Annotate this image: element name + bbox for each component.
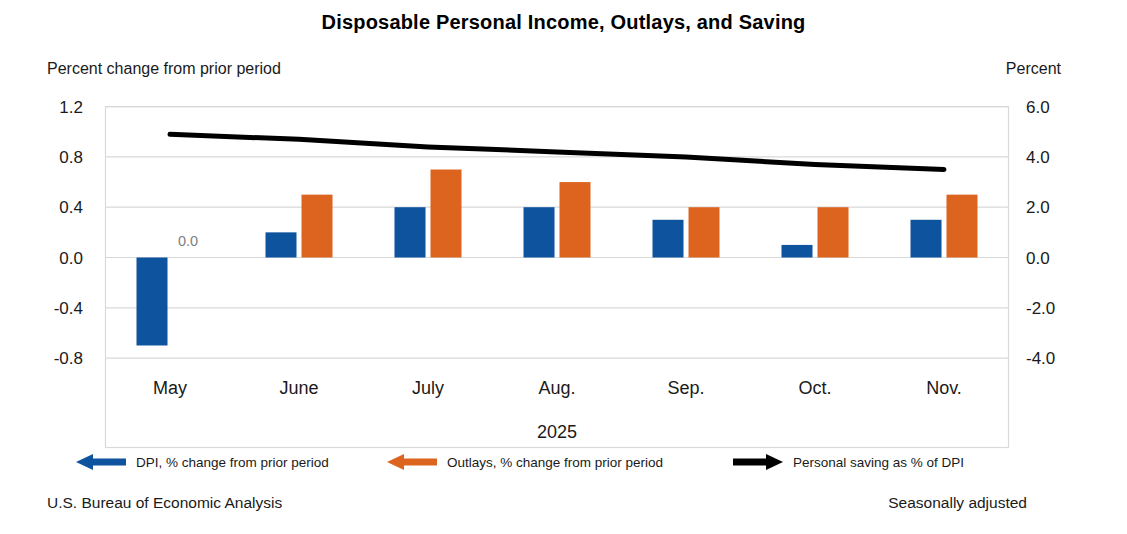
bar-outlays — [302, 195, 333, 258]
chart-legend: DPI, % change from prior period Outlays,… — [0, 454, 1127, 476]
month-label: Oct. — [798, 378, 831, 398]
bar-dpi — [782, 245, 813, 258]
left-tick-label: -0.8 — [54, 349, 83, 368]
bar-dpi — [524, 207, 555, 257]
right-tick-label: 2.0 — [1026, 198, 1050, 217]
month-label: Sep. — [667, 378, 704, 398]
month-label: Nov. — [926, 378, 962, 398]
month-label: July — [412, 378, 444, 398]
bar-dpi — [653, 220, 684, 258]
right-tick-label: -2.0 — [1026, 299, 1055, 318]
bar-dpi — [266, 232, 297, 257]
legend-label-dpi: DPI, % change from prior period — [136, 455, 329, 470]
bar-outlays — [947, 195, 978, 258]
bar-dpi — [395, 207, 426, 257]
left-tick-label: 1.2 — [59, 98, 83, 117]
left-arrow-shape — [387, 454, 437, 470]
month-label: June — [279, 378, 318, 398]
source-note: U.S. Bureau of Economic Analysis — [47, 494, 282, 512]
bar-dpi — [137, 258, 168, 346]
adjustment-note: Seasonally adjusted — [888, 494, 1027, 512]
right-arrow-shape — [733, 454, 783, 470]
legend-item-dpi: DPI, % change from prior period — [76, 454, 329, 470]
bar-outlays — [431, 170, 462, 258]
left-arrow-shape — [76, 454, 126, 470]
left-tick-label: 0.4 — [59, 198, 83, 217]
left-arrow-icon — [76, 454, 126, 470]
legend-label-outlays: Outlays, % change from prior period — [447, 455, 663, 470]
month-label: May — [153, 378, 187, 398]
saving-line — [170, 134, 944, 169]
legend-item-saving: Personal saving as % of DPI — [733, 454, 964, 470]
left-tick-label: -0.4 — [54, 299, 83, 318]
bar-dpi — [911, 220, 942, 258]
right-tick-label: 4.0 — [1026, 148, 1050, 167]
bar-outlays — [689, 207, 720, 257]
left-tick-label: 0.8 — [59, 148, 83, 167]
data-label: 0.0 — [178, 233, 198, 249]
right-arrow-icon — [733, 454, 783, 470]
right-tick-label: 6.0 — [1026, 98, 1050, 117]
chart-canvas: Disposable Personal Income, Outlays, and… — [0, 0, 1127, 534]
right-tick-label: 0.0 — [1026, 249, 1050, 268]
left-tick-label: 0.0 — [59, 249, 83, 268]
year-label: 2025 — [537, 422, 577, 442]
bar-outlays — [818, 207, 849, 257]
right-tick-label: -4.0 — [1026, 349, 1055, 368]
bar-outlays — [560, 182, 591, 257]
legend-label-saving: Personal saving as % of DPI — [793, 455, 964, 470]
legend-item-outlays: Outlays, % change from prior period — [387, 454, 663, 470]
month-label: Aug. — [538, 378, 575, 398]
left-arrow-icon — [387, 454, 437, 470]
